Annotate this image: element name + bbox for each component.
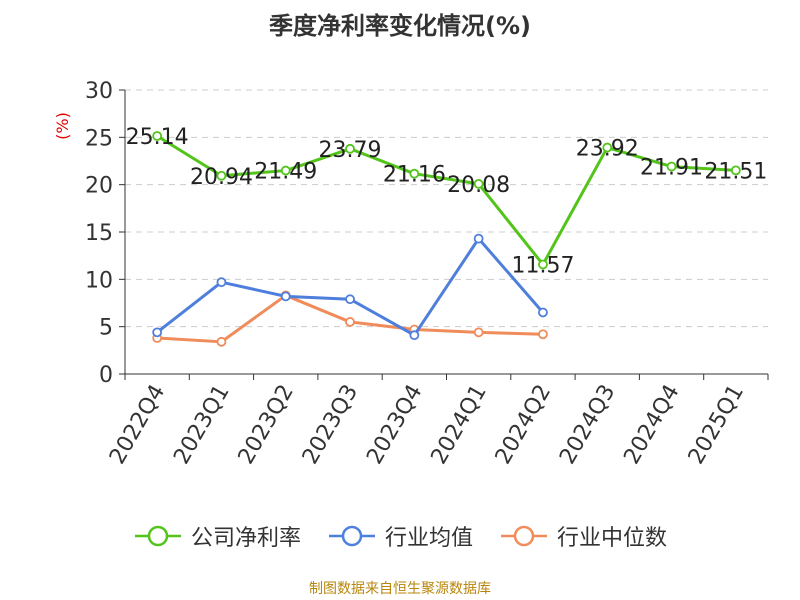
- legend-swatch: [328, 525, 375, 547]
- data-label: 20.94: [190, 165, 253, 190]
- x-tick-label: 2023Q4: [362, 381, 427, 469]
- data-point: [473, 327, 484, 338]
- y-tick-label: 0: [99, 363, 113, 388]
- y-axis-label: (%): [53, 112, 72, 140]
- y-tick-label: 25: [85, 126, 113, 151]
- data-point: [345, 294, 355, 305]
- legend-label: 行业中位数: [557, 526, 668, 551]
- data-point: [409, 330, 420, 341]
- data-label: 21.16: [383, 163, 446, 188]
- data-point: [473, 233, 484, 244]
- data-point: [409, 168, 420, 179]
- x-tick-label: 2024Q3: [555, 381, 620, 469]
- x-tick-label: 2023Q3: [298, 381, 363, 469]
- x-tick-label: 2024Q2: [491, 381, 556, 469]
- legend-swatch: [134, 525, 181, 547]
- data-point: [538, 259, 548, 270]
- legend-swatch-marker: [147, 525, 169, 547]
- data-point: [280, 291, 291, 302]
- legend-label: 公司净利率: [190, 526, 301, 551]
- legend-label: 行业均值: [384, 526, 473, 551]
- chart-title: 季度净利率变化情况(%): [269, 12, 531, 40]
- x-tick-label: 2023Q1: [169, 381, 234, 469]
- y-tick-label: 20: [85, 174, 113, 199]
- data-point: [538, 307, 548, 318]
- data-point: [666, 161, 677, 172]
- x-tick-label: 2022Q4: [105, 381, 170, 469]
- x-tick-label: 2023Q2: [234, 381, 299, 469]
- data-point: [345, 143, 355, 154]
- data-point: [280, 165, 291, 176]
- data-point: [216, 277, 227, 288]
- x-tick-label: 2025Q1: [684, 381, 749, 469]
- legend-swatch-marker: [341, 525, 363, 547]
- legend: 公司净利率 行业均值 行业中位数: [0, 520, 800, 552]
- data-point: [730, 165, 741, 176]
- data-point: [473, 179, 484, 189]
- y-tick-label: 15: [85, 221, 113, 246]
- data-point: [538, 329, 548, 340]
- x-tick-label: 2024Q1: [427, 381, 492, 469]
- legend-item[interactable]: 公司净利率: [133, 520, 301, 552]
- data-point: [152, 327, 163, 338]
- legend-swatch-marker: [513, 525, 535, 547]
- legend-item[interactable]: 行业中位数: [499, 520, 667, 552]
- y-tick-label: 10: [85, 268, 113, 293]
- data-point: [602, 142, 613, 153]
- legend-item[interactable]: 行业均值: [327, 520, 473, 552]
- series-line: [156, 134, 736, 266]
- series-lines: [152, 131, 741, 347]
- data-point: [345, 317, 355, 327]
- y-tick-label: 30: [85, 79, 113, 104]
- data-label: 23.92: [576, 137, 639, 162]
- data-label: 25.14: [126, 125, 189, 150]
- data-label: 21.49: [254, 160, 317, 185]
- data-point: [216, 170, 227, 181]
- y-tick-label: 5: [99, 316, 113, 341]
- data-label: 21.51: [704, 159, 767, 184]
- data-label: 20.08: [447, 173, 510, 198]
- data-label: 23.79: [319, 138, 382, 163]
- legend-swatch: [501, 525, 547, 547]
- data-point: [216, 336, 227, 347]
- data-point: [152, 131, 163, 141]
- source-note: 制图数据来自恒生聚源数据库: [309, 581, 491, 597]
- data-label: 11.57: [511, 253, 574, 278]
- data-label: 21.91: [640, 156, 703, 181]
- grid-lines: [125, 89, 768, 328]
- line-chart: 051015202530(%)2022Q42023Q12023Q22023Q32…: [53, 79, 769, 469]
- x-tick-label: 2024Q4: [619, 381, 684, 469]
